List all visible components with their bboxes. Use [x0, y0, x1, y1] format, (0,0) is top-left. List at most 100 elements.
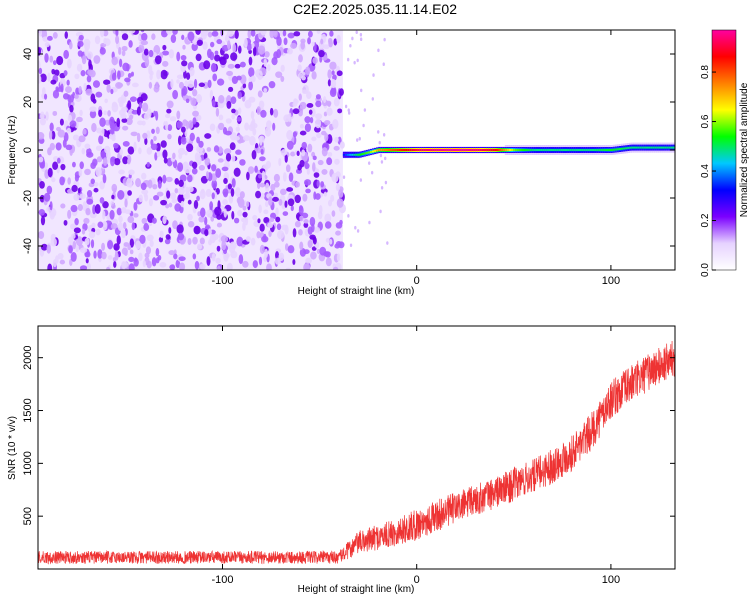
spectrogram-noise-blob — [304, 116, 311, 124]
spectrogram-noise-blob — [51, 177, 56, 183]
spectrogram-noise-blob — [211, 99, 216, 108]
signal-band-core — [488, 149, 491, 151]
spectrogram-noise-blob — [148, 49, 154, 58]
spectrogram-noise-blob — [264, 248, 269, 258]
snr-xlabel: Height of straight line (km) — [298, 584, 415, 595]
spectrogram-noise-blob — [255, 190, 262, 199]
spectrogram-noise-blob — [315, 118, 322, 129]
signal-band-core — [656, 146, 659, 149]
signal-band-core — [621, 147, 624, 150]
spectrogram-noise-blob — [70, 251, 77, 262]
spectrogram-noise-blob — [129, 114, 134, 120]
signal-band-core — [396, 149, 400, 151]
spectrogram-noise-blob — [263, 87, 268, 93]
signal-band-core — [562, 149, 566, 151]
spectrogram-noise-blob — [122, 156, 129, 165]
spectrogram-noise-blob — [151, 128, 155, 134]
signal-band-core — [672, 146, 675, 149]
spectrogram-noise-blob — [221, 240, 227, 251]
spectrogram-noise-blob — [321, 130, 327, 136]
spectrogram-noise-blob — [44, 42, 50, 48]
signal-band-core — [654, 146, 657, 149]
spectrogram-noise-speck — [382, 133, 386, 137]
spectrogram-noise-speck — [367, 161, 371, 165]
spectrogram-noise-blob — [204, 216, 208, 226]
spectrogram-noise-blob — [331, 210, 336, 217]
signal-band-core — [473, 149, 477, 151]
spectrogram-noise-blob — [153, 135, 157, 141]
spectrogram-noise-blob — [185, 98, 190, 104]
spectrogram-noise-blob — [116, 207, 122, 216]
spectrogram-noise-blob — [226, 262, 233, 270]
spectrogram-noise-blob — [196, 195, 200, 202]
spectrogram-noise-speck — [349, 43, 352, 48]
spectrogram-noise-blob — [327, 69, 332, 79]
signal-band-core — [496, 149, 500, 151]
signal-band-core — [390, 149, 394, 151]
spectrogram-noise-blob — [198, 216, 205, 223]
signal-band-core — [475, 149, 479, 151]
spectrogram-noise-blob — [167, 124, 173, 131]
spectrogram-noise-blob — [250, 237, 256, 246]
spectrogram-noise-blob — [153, 195, 160, 201]
spectrogram-noise-speck — [377, 48, 380, 53]
spectrogram-noise-blob — [260, 109, 267, 118]
signal-band-core — [413, 149, 417, 151]
spectrogram-noise-blob — [155, 126, 160, 135]
spectrogram-noise-blob — [248, 81, 253, 91]
spectrogram-noise-blob — [51, 130, 56, 140]
spectrogram-noise-blob — [93, 187, 99, 193]
spectrogram-noise-blob — [107, 239, 114, 250]
spectrogram-noise-blob — [290, 42, 297, 49]
spectrogram-noise-blob — [92, 98, 97, 104]
spectrogram-noise-blob — [328, 39, 333, 48]
spectrogram-noise-blob — [79, 109, 83, 117]
spectrogram-noise-blob — [150, 70, 154, 76]
spectrogram-noise-blob — [155, 248, 160, 257]
spectrogram-noise-blob — [180, 200, 185, 208]
spectrogram-noise-blob — [187, 80, 195, 88]
spectrogram-noise-blob — [39, 181, 45, 189]
spectrogram-noise-blob — [318, 49, 325, 58]
spectrogram-noise-blob — [176, 51, 181, 62]
spectrogram-noise-blob — [311, 136, 317, 142]
spectrogram-noise-blob — [285, 267, 292, 270]
spectrogram-noise-blob — [196, 136, 201, 144]
spectrogram-noise-blob — [254, 165, 258, 173]
spectrogram-noise-speck — [349, 243, 353, 248]
spectrogram-noise-blob — [124, 77, 131, 83]
colorbar-tick-label: 0.6 — [700, 114, 711, 128]
spectrogram-noise-blob — [334, 158, 340, 165]
spectrogram-noise-speck — [347, 108, 350, 113]
spectrogram-noise-blob — [128, 40, 133, 48]
spectrogram-noise-blob — [336, 70, 343, 77]
spectrogram-noise-blob — [121, 118, 128, 123]
spectrogram-noise-blob — [303, 219, 309, 224]
spectrogram-noise-blob — [56, 55, 64, 66]
spectrogram-noise-blob — [116, 70, 121, 80]
spectrogram-noise-blob — [223, 148, 232, 155]
spectrogram-noise-blob — [49, 142, 56, 151]
spectrogram-noise-blob — [156, 151, 161, 158]
spectrogram-noise-blob — [209, 89, 214, 100]
spectrogram-noise-blob — [111, 56, 118, 66]
spectrogram-noise-blob — [60, 83, 64, 93]
signal-band-core — [583, 149, 587, 151]
spectrogram-noise-blob — [86, 75, 92, 83]
spectrogram-noise-blob — [136, 106, 141, 116]
spectrogram-noise-blob — [91, 222, 96, 229]
spectrogram-noise-blob — [226, 100, 232, 109]
spectrogram-noise-blob — [118, 215, 123, 223]
spectrogram-noise-blob — [124, 209, 132, 214]
spectrogram-noise-blob — [241, 217, 247, 223]
spectrogram-noise-blob — [110, 156, 115, 167]
spectrogram-noise-blob — [298, 229, 303, 236]
spectrogram-noise-blob — [279, 188, 287, 195]
signal-band-core — [527, 149, 531, 151]
spectrogram-noise-speck — [371, 97, 375, 101]
signal-band-core — [529, 149, 533, 151]
spectrogram-noise-blob — [323, 44, 330, 50]
spectrogram-noise-blob — [339, 141, 345, 149]
spectrogram-noise-blob — [141, 217, 148, 225]
spectrogram-noise-blob — [74, 73, 80, 80]
